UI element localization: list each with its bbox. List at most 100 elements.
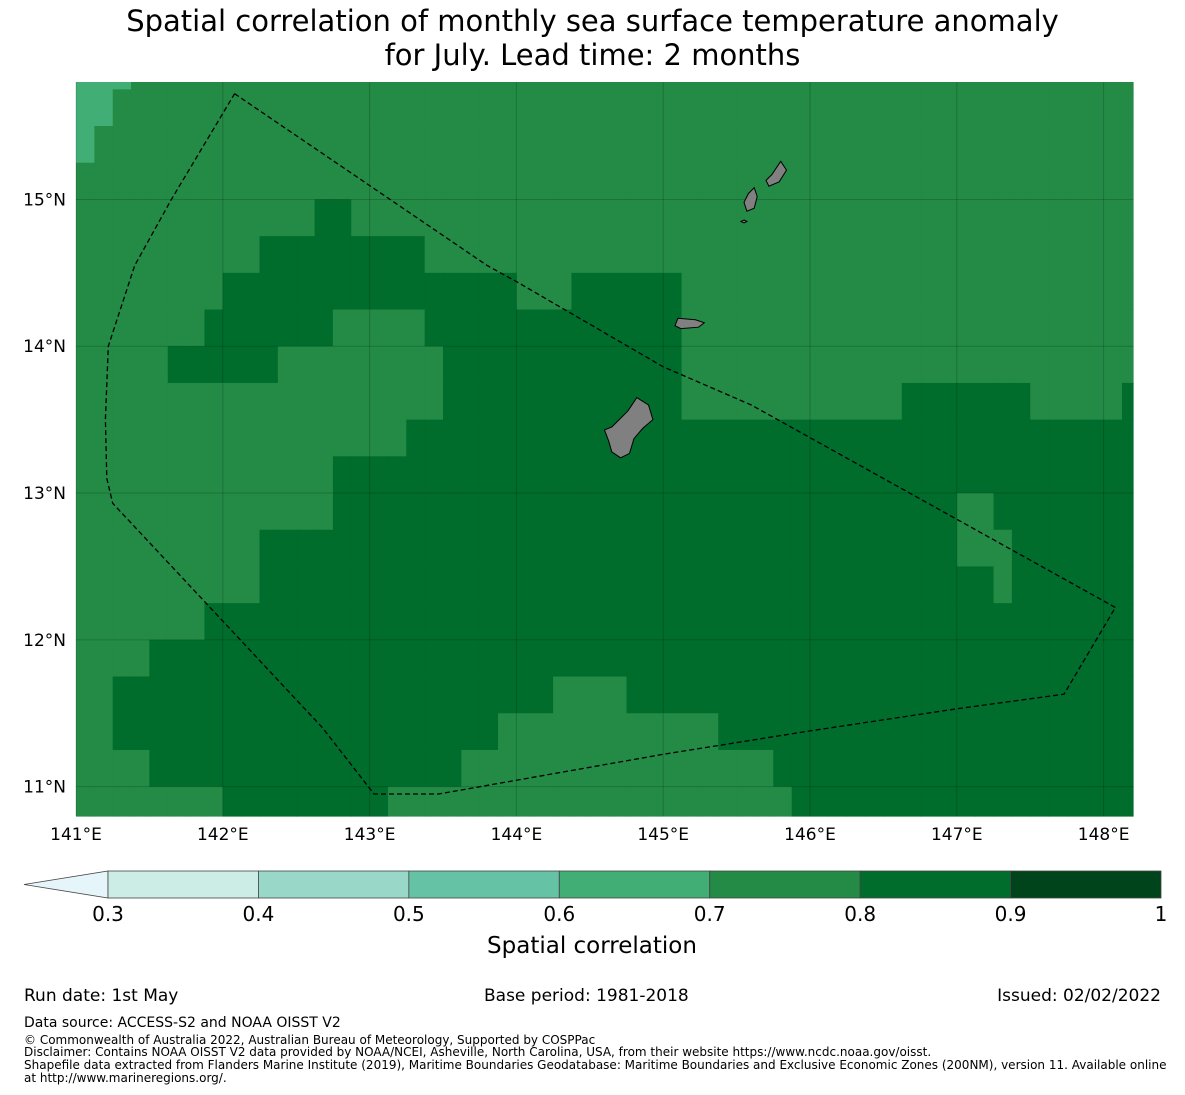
grid-cell xyxy=(1048,456,1068,494)
grid-cell xyxy=(956,82,976,90)
grid-cell xyxy=(222,89,242,127)
grid-cell xyxy=(773,639,793,678)
grid-cell xyxy=(865,126,885,164)
grid-cell xyxy=(186,382,206,421)
grid-cell xyxy=(589,419,609,457)
grid-cell xyxy=(681,639,701,678)
grid-cell xyxy=(241,419,261,457)
grid-cell xyxy=(369,419,389,457)
grid-cell xyxy=(112,639,132,678)
grid-cell xyxy=(589,493,609,531)
grid-cell xyxy=(699,786,719,817)
grid-cell xyxy=(883,493,903,531)
grid-cell xyxy=(828,529,848,568)
grid-cell xyxy=(663,529,683,568)
grid-cell xyxy=(663,493,683,531)
grid-cell xyxy=(516,529,536,568)
grid-cell xyxy=(424,786,444,817)
grid-cell xyxy=(865,382,885,421)
grid-cell xyxy=(883,676,903,714)
grid-cell xyxy=(406,272,426,311)
islands xyxy=(603,160,788,459)
grid-cell xyxy=(1030,493,1050,531)
grid-cell xyxy=(387,493,407,531)
grid-cell xyxy=(736,603,756,641)
grid-cell xyxy=(608,126,628,164)
grid-cell xyxy=(443,639,462,678)
grid-cell xyxy=(956,786,976,817)
grid-cell xyxy=(956,456,976,494)
grid-cell xyxy=(296,89,316,127)
grid-cell xyxy=(186,346,206,384)
grid-cell xyxy=(479,199,499,237)
longitude-labels: 141°E 142°E 143°E 144°E 145°E 146°E 147°E 148°E xyxy=(50,825,1129,845)
grid-cell xyxy=(387,346,407,384)
grid-cell xyxy=(314,199,334,237)
grid-cell xyxy=(883,89,903,127)
grid-cell xyxy=(94,162,114,201)
grid-cell xyxy=(993,199,1013,237)
grid-cell xyxy=(94,786,114,817)
grid-cell xyxy=(461,89,481,127)
grid-cell xyxy=(516,713,536,751)
grid-cell xyxy=(865,346,885,384)
grid-cell xyxy=(644,89,664,127)
grid-cell xyxy=(754,346,774,384)
grid-cell xyxy=(681,126,701,164)
grid-cell xyxy=(1121,272,1134,311)
grid-cell xyxy=(993,749,1013,788)
lon-tick-label: 142°E xyxy=(197,825,249,845)
grid-cell xyxy=(1011,82,1031,90)
grid-cell xyxy=(1066,382,1086,421)
grid-cell xyxy=(736,272,756,311)
grid-cell xyxy=(1011,749,1031,788)
grid-cell xyxy=(332,82,352,90)
grid-cell xyxy=(754,749,774,788)
grid-cell xyxy=(865,236,885,274)
grid-cell xyxy=(314,89,334,127)
grid-cell xyxy=(571,382,591,421)
grid-cell xyxy=(186,456,206,494)
grid-cell xyxy=(718,199,738,237)
grid-cell xyxy=(681,382,701,421)
grid-cell xyxy=(332,309,352,347)
grid-cell xyxy=(846,126,866,164)
grid-cell xyxy=(296,786,316,817)
grid-cell xyxy=(920,566,940,604)
grid-cell xyxy=(498,566,518,604)
grid-cell xyxy=(644,639,664,678)
grid-cell xyxy=(186,566,206,604)
grid-cell xyxy=(938,603,958,641)
colorbar-tick: 1 xyxy=(1155,902,1168,926)
grid-cell xyxy=(608,639,628,678)
grid-cell xyxy=(314,713,334,751)
grid-cell xyxy=(644,456,664,494)
grid-cell xyxy=(883,603,903,641)
grid-cell xyxy=(351,236,371,274)
grid-cell xyxy=(644,82,664,90)
grid-cell xyxy=(938,639,958,678)
colorbar xyxy=(23,870,1162,899)
grid-cell xyxy=(167,419,187,457)
issued-date: Issued: 02/02/2022 xyxy=(997,986,1161,1006)
grid-cell xyxy=(644,786,664,817)
grid-cell xyxy=(644,713,664,751)
grid-cell xyxy=(131,603,151,641)
grid-cell xyxy=(332,89,352,127)
grid-cell xyxy=(626,272,646,311)
grid-cell xyxy=(644,236,664,274)
grid-cell xyxy=(571,603,591,641)
grid-cell xyxy=(791,236,811,274)
grid-cell xyxy=(387,236,407,274)
grid-cell xyxy=(993,713,1013,751)
grid-cell xyxy=(112,199,132,237)
grid-cell xyxy=(296,529,316,568)
grid-cell xyxy=(791,456,811,494)
grid-cell xyxy=(699,199,719,237)
grid-cell xyxy=(424,82,444,90)
grid-cell xyxy=(94,89,114,127)
grid-cell xyxy=(498,199,518,237)
grid-cell xyxy=(791,566,811,604)
grid-cell xyxy=(883,82,903,90)
grid-cell xyxy=(94,713,114,751)
